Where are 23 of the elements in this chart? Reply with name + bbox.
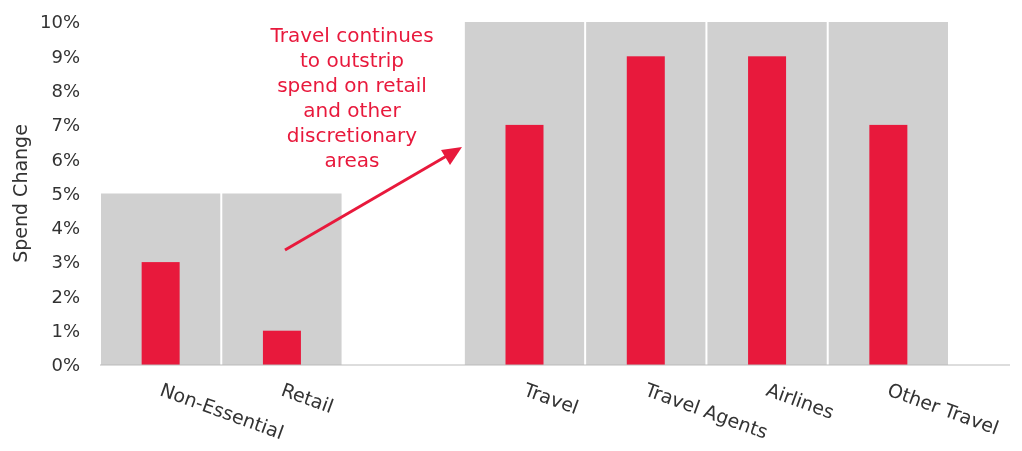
y-tick-label: 10% [39, 11, 80, 33]
y-tick-label: 8% [51, 79, 80, 101]
y-tick-label: 9% [51, 45, 80, 67]
bar [748, 56, 787, 365]
y-axis-title: Spend Change [9, 124, 31, 263]
y-tick-label: 6% [51, 148, 80, 170]
bar [262, 330, 301, 365]
x-tick-label: Retail [278, 378, 337, 418]
x-tick-label: Other Travel [884, 378, 1002, 439]
bar [141, 262, 180, 365]
y-tick-label: 1% [51, 320, 80, 341]
annotation: Travel continues to outstrip spend on retail and other discretionary areas [269, 23, 434, 172]
y-tick-label: 7% [51, 114, 80, 136]
bar [869, 124, 908, 365]
bar [626, 56, 665, 365]
y-tick-label: 3% [51, 251, 80, 273]
y-tick-label: 2% [51, 285, 80, 307]
bar [222, 193, 342, 365]
y-tick-label: 4% [51, 217, 80, 239]
y-tick-label: 5% [51, 182, 80, 204]
x-tick-label: Travel [520, 377, 582, 419]
bar [505, 124, 544, 365]
y-tick-label: 0% [51, 354, 80, 376]
